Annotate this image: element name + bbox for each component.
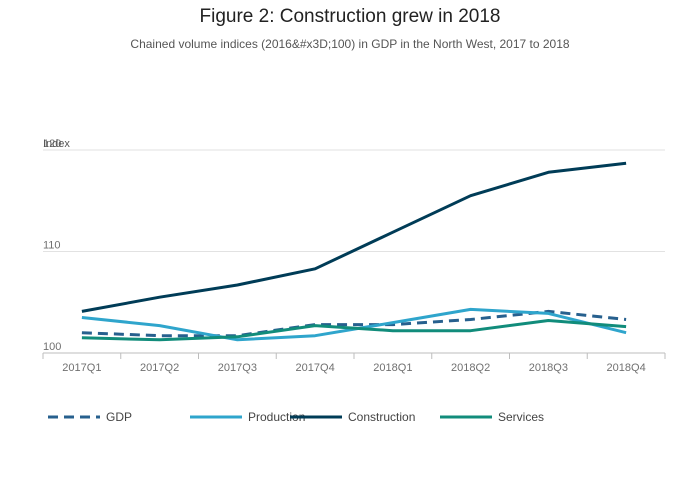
- x-axis: 2017Q1 2017Q2 2017Q3 2017Q4 2018Q1 2018Q2 2018…: [42, 352, 666, 374]
- x-tick-label-2017q2: 2017Q2: [140, 362, 179, 374]
- x-tick-label-2018q4: 2018Q4: [607, 362, 646, 374]
- x-tick-label-2017q3: 2017Q3: [218, 362, 257, 374]
- y-axis-title: Index: [43, 138, 70, 150]
- series-line-construction[interactable]: [81, 161, 627, 313]
- x-tick-label-2017q1: 2017Q1: [62, 362, 101, 374]
- legend-label-gdp: GDP: [106, 410, 132, 424]
- chart-subtitle: Chained volume indices (2016&#x3D;100) i…: [130, 37, 570, 51]
- series-line-gdp[interactable]: [81, 309, 627, 338]
- legend-label-production: Production: [248, 410, 305, 424]
- x-tick-label-2018q2: 2018Q2: [451, 362, 490, 374]
- y-tick-label-110: 110: [43, 240, 61, 252]
- legend-item-construction[interactable]: Construction: [290, 410, 415, 424]
- y-tick-label-120: 120: [43, 138, 61, 150]
- y-tick-label-100: 100: [43, 341, 61, 353]
- x-tick-label-2018q3: 2018Q3: [529, 362, 568, 374]
- x-tick-label-2017q4: 2017Q4: [296, 362, 335, 374]
- legend-label-construction: Construction: [348, 410, 415, 424]
- series-line-services[interactable]: [81, 319, 627, 342]
- legend-item-services[interactable]: Services: [440, 410, 544, 424]
- legend-label-services: Services: [498, 410, 544, 424]
- legend[interactable]: GDP Production Construction Services: [48, 410, 544, 424]
- chart-title: Figure 2: Construction grew in 2018: [199, 6, 501, 27]
- legend-item-gdp[interactable]: GDP: [48, 410, 132, 424]
- series-lines: [81, 161, 627, 342]
- legend-item-production[interactable]: Production: [190, 410, 305, 424]
- x-tick-label-2018q1: 2018Q1: [373, 362, 412, 374]
